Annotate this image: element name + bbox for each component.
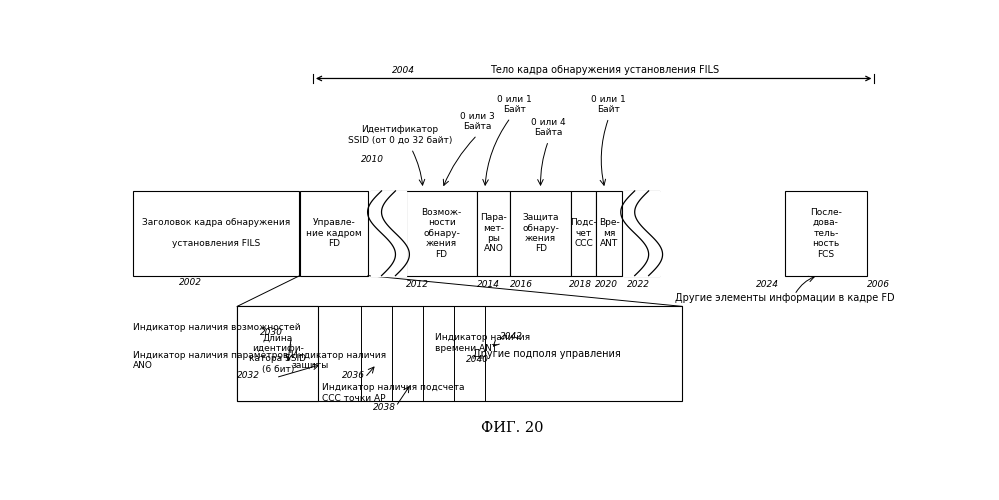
Text: 2012: 2012 bbox=[406, 280, 429, 289]
Text: 2038: 2038 bbox=[373, 404, 396, 412]
Text: 2040: 2040 bbox=[466, 355, 489, 364]
Text: 2016: 2016 bbox=[509, 280, 532, 289]
Text: Индикатор наличия
защиты: Индикатор наличия защиты bbox=[292, 350, 387, 370]
Text: 2014: 2014 bbox=[478, 280, 500, 289]
Text: ФИГ. 20: ФИГ. 20 bbox=[481, 422, 543, 436]
Text: Подс-
чет
CCC: Подс- чет CCC bbox=[570, 218, 597, 248]
Text: Индикатор наличия параметров
ANO: Индикатор наличия параметров ANO bbox=[133, 350, 288, 370]
Bar bbox=[785, 191, 866, 276]
Text: 0 или 1
Байт: 0 или 1 Байт bbox=[497, 94, 531, 114]
Text: 2006: 2006 bbox=[866, 280, 889, 289]
Text: Заголовок кадра обнаружения

установления FILS: Заголовок кадра обнаружения установления… bbox=[142, 218, 290, 248]
Text: 2010: 2010 bbox=[361, 155, 384, 164]
Text: 2030: 2030 bbox=[261, 328, 284, 338]
Bar bbox=[478, 191, 510, 276]
Bar bbox=[300, 191, 368, 276]
Text: После-
дова-
тель-
ность
FCS: После- дова- тель- ность FCS bbox=[810, 208, 842, 258]
Text: Пара-
мет-
ры
ANO: Пара- мет- ры ANO bbox=[481, 213, 507, 254]
Text: 0 или 4
Байта: 0 или 4 Байта bbox=[531, 118, 565, 137]
Text: 2002: 2002 bbox=[179, 278, 202, 287]
Text: Индикатор наличия возможностей: Индикатор наличия возможностей bbox=[133, 322, 301, 332]
Bar bbox=[406, 191, 478, 276]
Text: 2004: 2004 bbox=[392, 66, 416, 74]
Text: 2042: 2042 bbox=[500, 332, 523, 341]
Text: 2022: 2022 bbox=[626, 280, 649, 289]
Text: Индикатор наличия
времени ANT: Индикатор наличия времени ANT bbox=[435, 334, 529, 352]
Text: 2020: 2020 bbox=[594, 280, 617, 289]
Text: 2024: 2024 bbox=[756, 280, 779, 289]
Text: 0 или 3
Байта: 0 или 3 Байта bbox=[460, 112, 495, 131]
Text: Индикатор наличия подсчета
СCC точки AP: Индикатор наличия подсчета СCC точки AP bbox=[323, 384, 465, 402]
Text: Тело кадра обнаружения установления FILS: Тело кадра обнаружения установления FILS bbox=[491, 64, 719, 74]
Bar bbox=[237, 306, 319, 400]
Text: 0 или 1
Байт: 0 или 1 Байт bbox=[591, 94, 626, 114]
Text: Длина
идентифи-
катора SSID
(6 бит): Длина идентифи- катора SSID (6 бит) bbox=[250, 334, 307, 374]
Text: Возмож-
ности
обнару-
жения
FD: Возмож- ности обнару- жения FD bbox=[422, 208, 462, 258]
Bar bbox=[570, 191, 596, 276]
Bar bbox=[133, 191, 299, 276]
Text: Защита
обнару-
жения
FD: Защита обнару- жения FD bbox=[522, 213, 559, 254]
Text: Управле-
ние кадром
FD: Управле- ние кадром FD bbox=[306, 218, 362, 248]
Text: Идентификатор
SSID (от 0 до 32 байт): Идентификатор SSID (от 0 до 32 байт) bbox=[348, 126, 452, 144]
Text: 2036: 2036 bbox=[342, 370, 365, 380]
Text: Другие элементы информации в кадре FD: Другие элементы информации в кадре FD bbox=[674, 292, 894, 302]
Text: 2018: 2018 bbox=[568, 280, 591, 289]
Bar bbox=[510, 191, 570, 276]
Text: Вре-
мя
ANT: Вре- мя ANT bbox=[598, 218, 619, 248]
Bar bbox=[596, 191, 622, 276]
Text: Другие подполя управления: Другие подполя управления bbox=[473, 348, 620, 358]
Bar bbox=[237, 306, 682, 400]
Text: 2032: 2032 bbox=[237, 370, 260, 380]
